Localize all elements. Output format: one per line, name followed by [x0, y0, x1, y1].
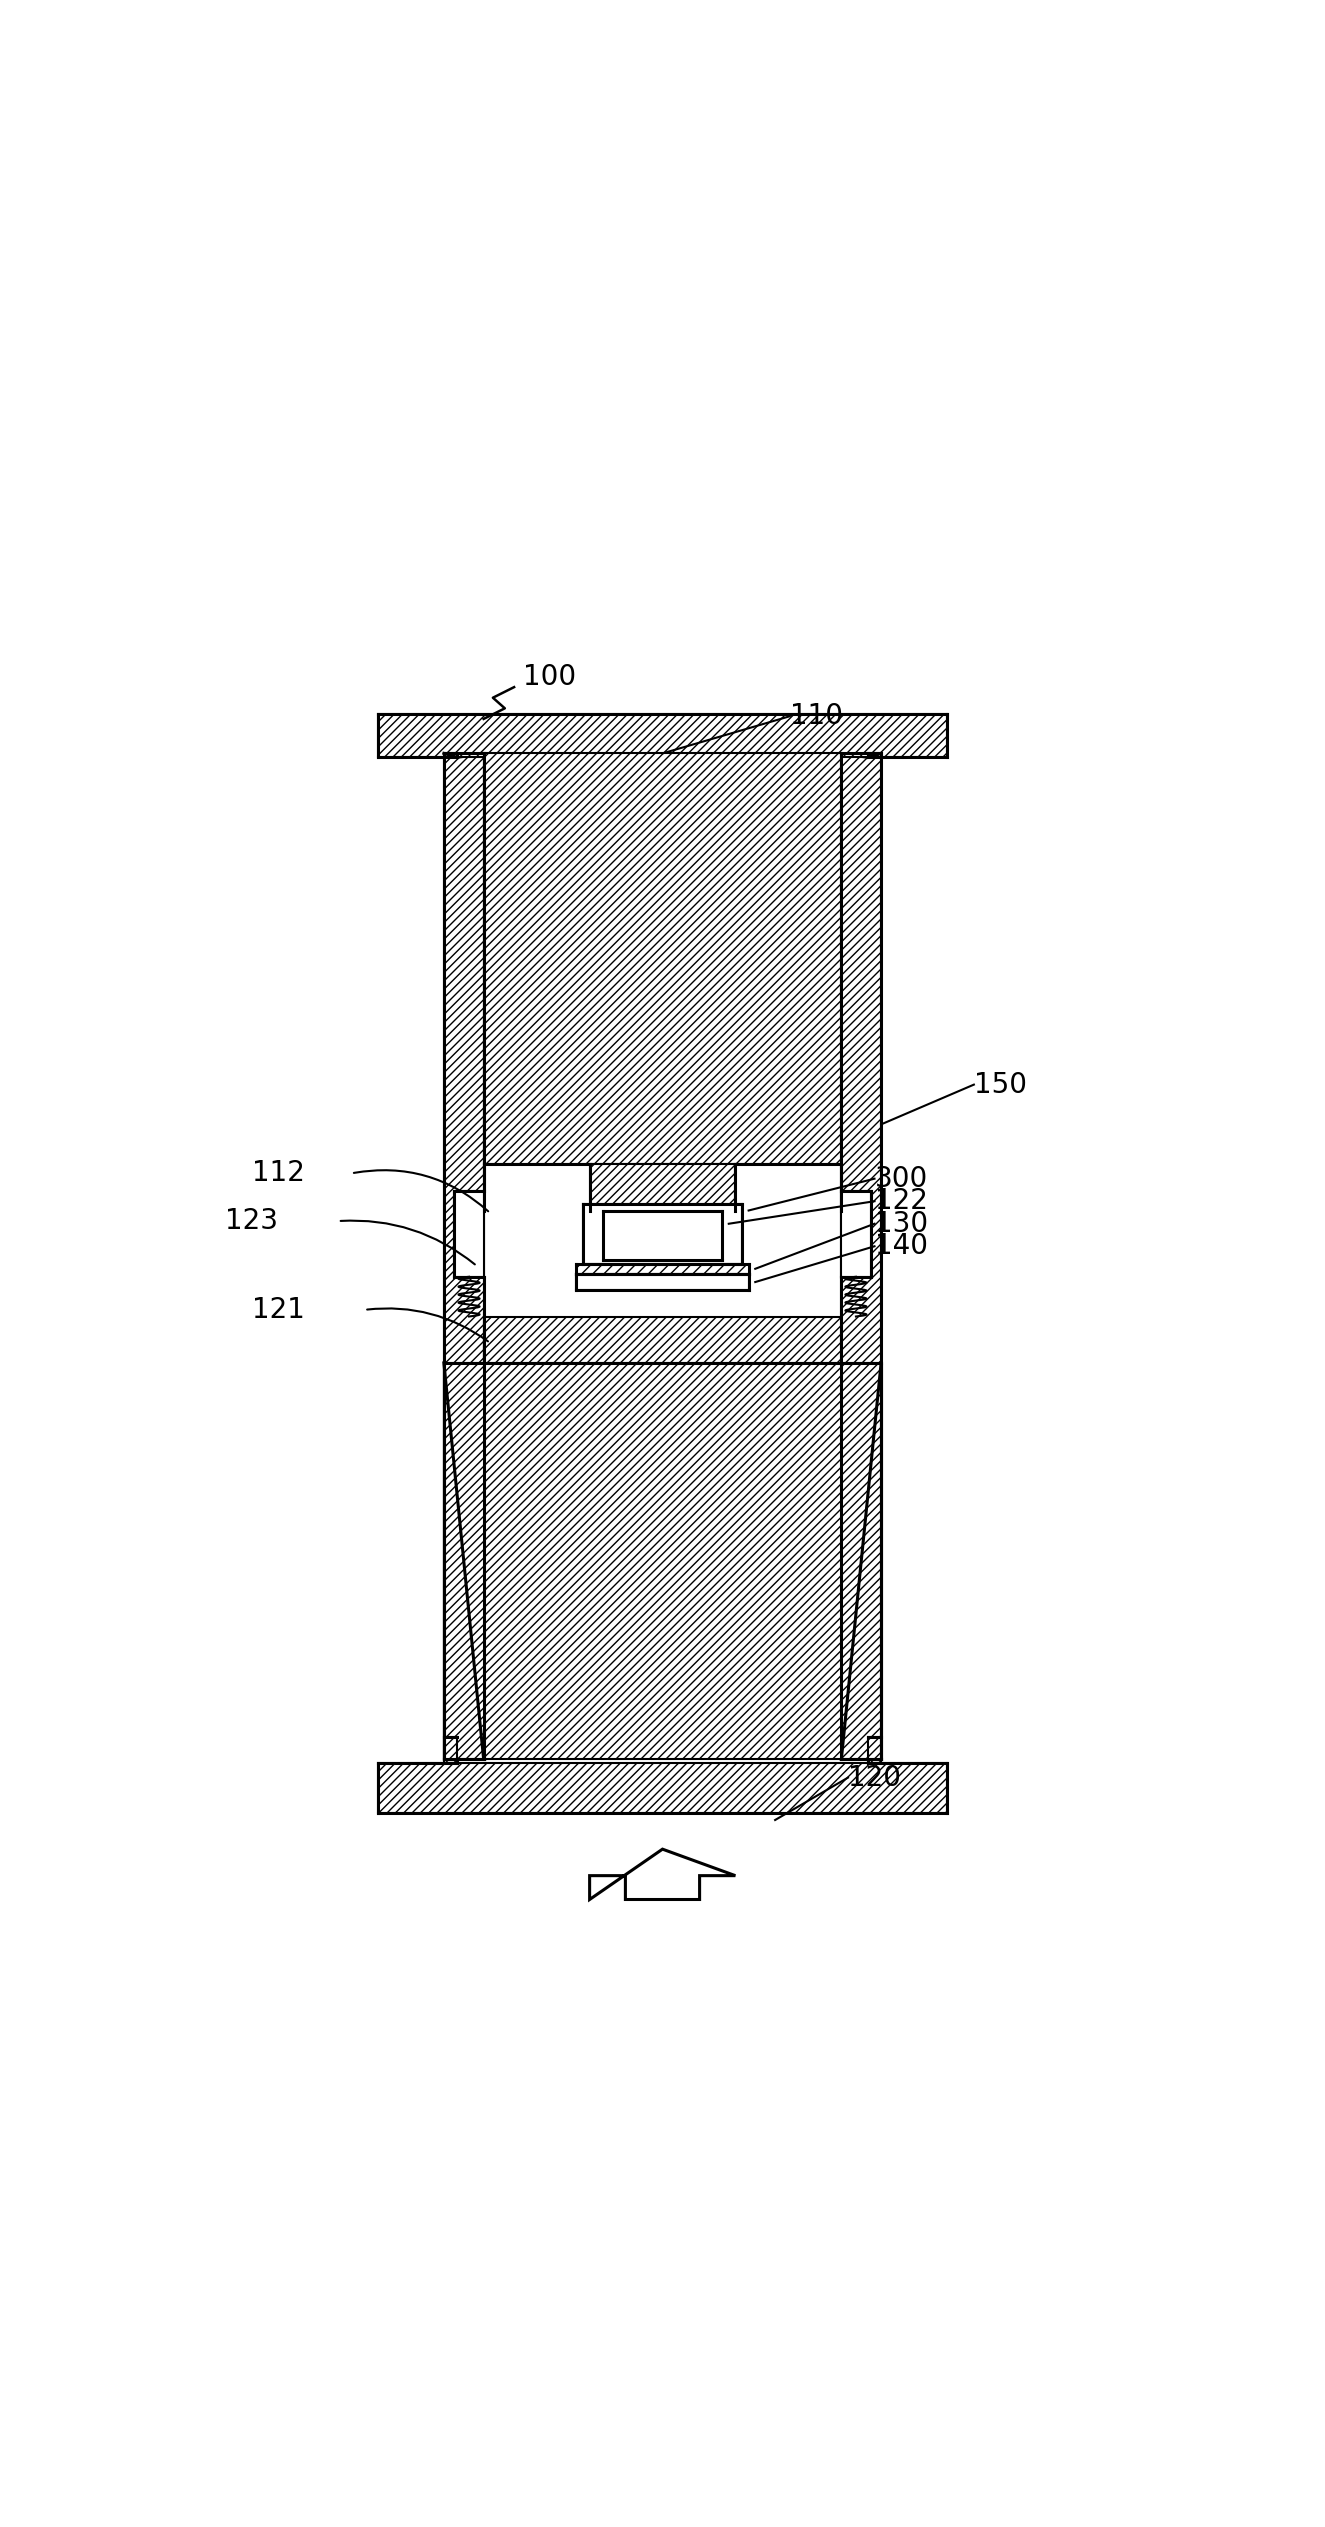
Text: 100: 100 — [523, 662, 576, 690]
Text: 150: 150 — [974, 1071, 1027, 1099]
Text: 130: 130 — [874, 1210, 927, 1238]
Polygon shape — [590, 1850, 735, 1900]
Text: 140: 140 — [874, 1233, 927, 1261]
Text: 120: 120 — [848, 1764, 901, 1792]
Polygon shape — [444, 1362, 484, 1759]
Bar — [603, 1210, 722, 1258]
Bar — [444, 753, 457, 758]
Text: 300: 300 — [874, 1165, 927, 1193]
Bar — [841, 1190, 871, 1276]
Text: 112: 112 — [252, 1160, 305, 1188]
Bar — [444, 1736, 457, 1764]
Text: 123: 123 — [225, 1208, 278, 1236]
Polygon shape — [841, 1362, 881, 1759]
Bar — [841, 753, 881, 1759]
Text: 110: 110 — [790, 703, 843, 730]
Bar — [484, 753, 841, 1165]
Text: 122: 122 — [874, 1188, 927, 1215]
Bar — [378, 1764, 947, 1814]
Bar — [576, 1274, 749, 1289]
Bar — [444, 1362, 881, 1759]
Bar — [484, 1317, 841, 1362]
Bar — [868, 753, 881, 758]
Bar — [590, 1165, 735, 1210]
Bar — [868, 1736, 881, 1764]
Text: 121: 121 — [252, 1296, 305, 1324]
Polygon shape — [444, 753, 484, 758]
Polygon shape — [841, 753, 881, 758]
Bar — [484, 1337, 841, 1362]
Bar — [444, 753, 484, 1759]
Bar — [378, 713, 947, 758]
Bar — [576, 1264, 749, 1274]
Bar — [454, 1190, 484, 1276]
Bar — [583, 1203, 742, 1264]
